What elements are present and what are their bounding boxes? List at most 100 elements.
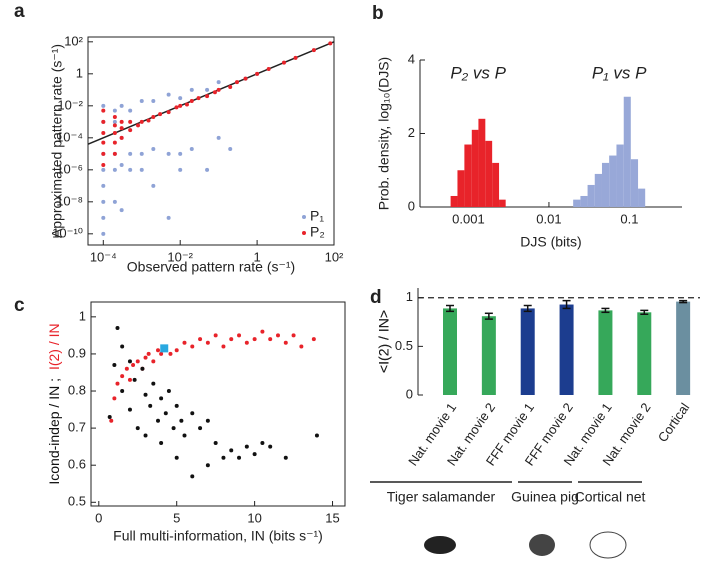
series-label: P₁ vs P <box>592 63 647 82</box>
histogram-bar <box>594 173 602 207</box>
x-tick-label: 0.1 <box>620 211 638 226</box>
point <box>244 340 249 345</box>
point <box>205 418 210 423</box>
point <box>255 71 260 76</box>
legend-marker <box>302 215 306 219</box>
histogram-bar <box>573 199 581 207</box>
point <box>112 119 117 124</box>
y-tick-label: 10⁻² <box>57 97 83 112</box>
point <box>179 418 184 423</box>
x-tick-label: 15 <box>325 510 339 525</box>
point <box>101 231 106 236</box>
point <box>291 333 296 338</box>
point <box>299 344 304 349</box>
point <box>281 60 286 65</box>
point <box>189 87 194 92</box>
panel-label: a <box>14 1 25 22</box>
point <box>143 392 148 397</box>
point <box>244 444 249 449</box>
y-tick-label: 0 <box>406 386 413 401</box>
y-axis-label: <I(2) / IN> <box>376 310 392 373</box>
point <box>268 337 273 342</box>
point <box>174 403 179 408</box>
point <box>268 444 273 449</box>
histogram-bar <box>450 195 458 207</box>
point <box>131 363 136 368</box>
point <box>143 355 148 360</box>
point <box>228 147 233 151</box>
bar <box>520 308 535 395</box>
point <box>119 103 124 108</box>
point <box>243 76 248 81</box>
point <box>166 92 171 97</box>
point <box>293 55 298 60</box>
point <box>119 119 124 124</box>
point <box>109 418 114 423</box>
y-tick-label: 10⁻⁴ <box>56 129 83 144</box>
point <box>252 337 257 342</box>
point <box>101 103 106 108</box>
point <box>101 215 106 220</box>
bar <box>637 312 652 395</box>
point <box>182 433 187 438</box>
series-label: P₂ vs P <box>450 63 506 82</box>
point <box>205 463 210 468</box>
panel-label: b <box>372 3 384 24</box>
histogram-bar <box>457 170 465 207</box>
salamander-icon <box>424 536 456 554</box>
x-axis-label: DJS (bits) <box>520 234 581 250</box>
y-tick-label: 0.8 <box>68 382 86 397</box>
y-tick-label: 10² <box>64 33 83 48</box>
y-axis-label: <I(2) / IN> <box>376 310 392 373</box>
point <box>132 377 137 382</box>
point <box>101 151 106 156</box>
point <box>198 426 203 431</box>
point <box>212 90 217 95</box>
point <box>216 87 221 92</box>
point <box>151 115 156 119</box>
y-tick-label: 10⁻⁸ <box>56 193 83 208</box>
point <box>266 67 271 71</box>
point <box>128 108 133 113</box>
point <box>115 381 120 386</box>
point <box>174 105 179 110</box>
point <box>101 131 106 135</box>
point <box>135 426 140 431</box>
legend-label: P₁ <box>310 208 324 224</box>
point <box>151 183 156 188</box>
y-tick-label: 0 <box>408 198 415 213</box>
histogram-bar <box>471 129 479 207</box>
point <box>128 167 133 172</box>
y-tick-label: 0.5 <box>395 338 413 353</box>
x-axis-label: Full multi-information, IN (bits s⁻¹) <box>113 528 323 544</box>
point <box>151 381 156 386</box>
point <box>166 389 171 394</box>
point <box>189 99 194 103</box>
point <box>283 340 288 345</box>
y-tick-label: 1 <box>76 65 83 80</box>
point <box>178 151 183 156</box>
point <box>311 337 316 342</box>
point <box>216 80 221 85</box>
point <box>112 167 117 172</box>
x-tick-label: 0.001 <box>452 211 485 226</box>
point <box>101 163 106 167</box>
point <box>115 325 120 330</box>
y-tick-label: 0.9 <box>68 345 86 360</box>
point <box>205 167 210 172</box>
bar <box>676 301 691 395</box>
point <box>178 103 183 108</box>
point <box>159 440 164 445</box>
point <box>146 351 151 356</box>
group-label: Tiger salamander <box>387 489 496 505</box>
point <box>182 340 187 345</box>
point <box>260 440 265 445</box>
bar <box>443 308 457 395</box>
point <box>190 344 195 349</box>
y-axis-label: Approximated pattern rate (s⁻¹) <box>49 44 65 238</box>
x-tick-label: 5 <box>173 510 180 525</box>
point <box>178 167 183 172</box>
y-tick-label: 0.7 <box>68 420 86 435</box>
point <box>139 99 144 103</box>
y-tick-label: 10⁻⁶ <box>56 161 83 176</box>
